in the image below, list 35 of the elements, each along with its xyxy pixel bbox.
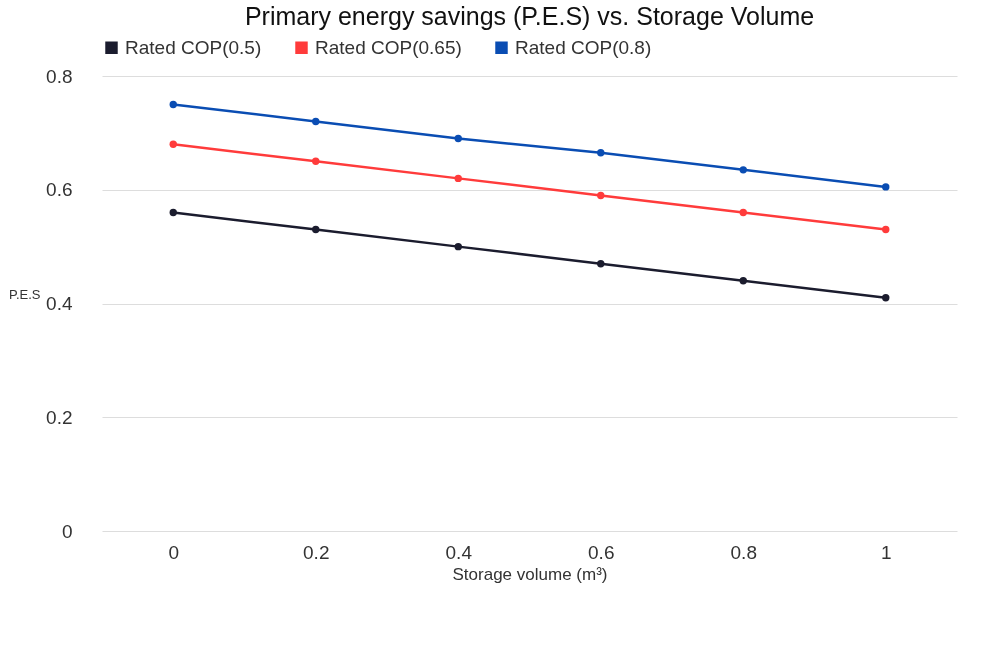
point: [312, 225, 320, 234]
y-tick-label: 0: [61, 520, 73, 542]
x-tick-label: 0: [168, 541, 180, 563]
point: [169, 100, 177, 109]
point: [882, 183, 890, 191]
y-tick-label: 0.8: [46, 65, 73, 87]
point: [454, 242, 462, 251]
y-tick-label: 0.4: [46, 293, 73, 314]
point: [169, 208, 177, 217]
point: [312, 117, 320, 126]
point: [597, 259, 605, 268]
point: [312, 157, 320, 166]
x-tick-label: 0.4: [445, 541, 473, 563]
chart-title: Primary energy savings (P.E.S) vs. Storage Volume: [244, 2, 815, 30]
y-tick-label: 0.6: [46, 179, 73, 201]
x-axis-title: Storage volume (m³): [452, 564, 608, 584]
y-tick-label: 0.2: [46, 406, 73, 428]
legend-label: Rated COP(0.65): [315, 36, 462, 58]
point: [739, 277, 747, 285]
legend-label: Rated COP(0.5): [125, 36, 262, 58]
x-tick-label: 1: [880, 541, 892, 563]
point: [597, 191, 605, 200]
x-tick-label: 0.8: [730, 541, 757, 563]
point: [454, 134, 462, 143]
legend-label: Rated COP(0.8): [515, 36, 652, 58]
point: [739, 166, 747, 174]
point: [882, 294, 890, 302]
point: [597, 149, 605, 157]
y-axis-title: P.E.S: [8, 286, 41, 302]
point: [454, 174, 462, 183]
x-tick-label: 0.2: [303, 541, 330, 563]
point: [739, 208, 747, 217]
x-tick-label: 0.6: [588, 541, 615, 563]
point: [169, 140, 177, 148]
point: [882, 225, 890, 234]
